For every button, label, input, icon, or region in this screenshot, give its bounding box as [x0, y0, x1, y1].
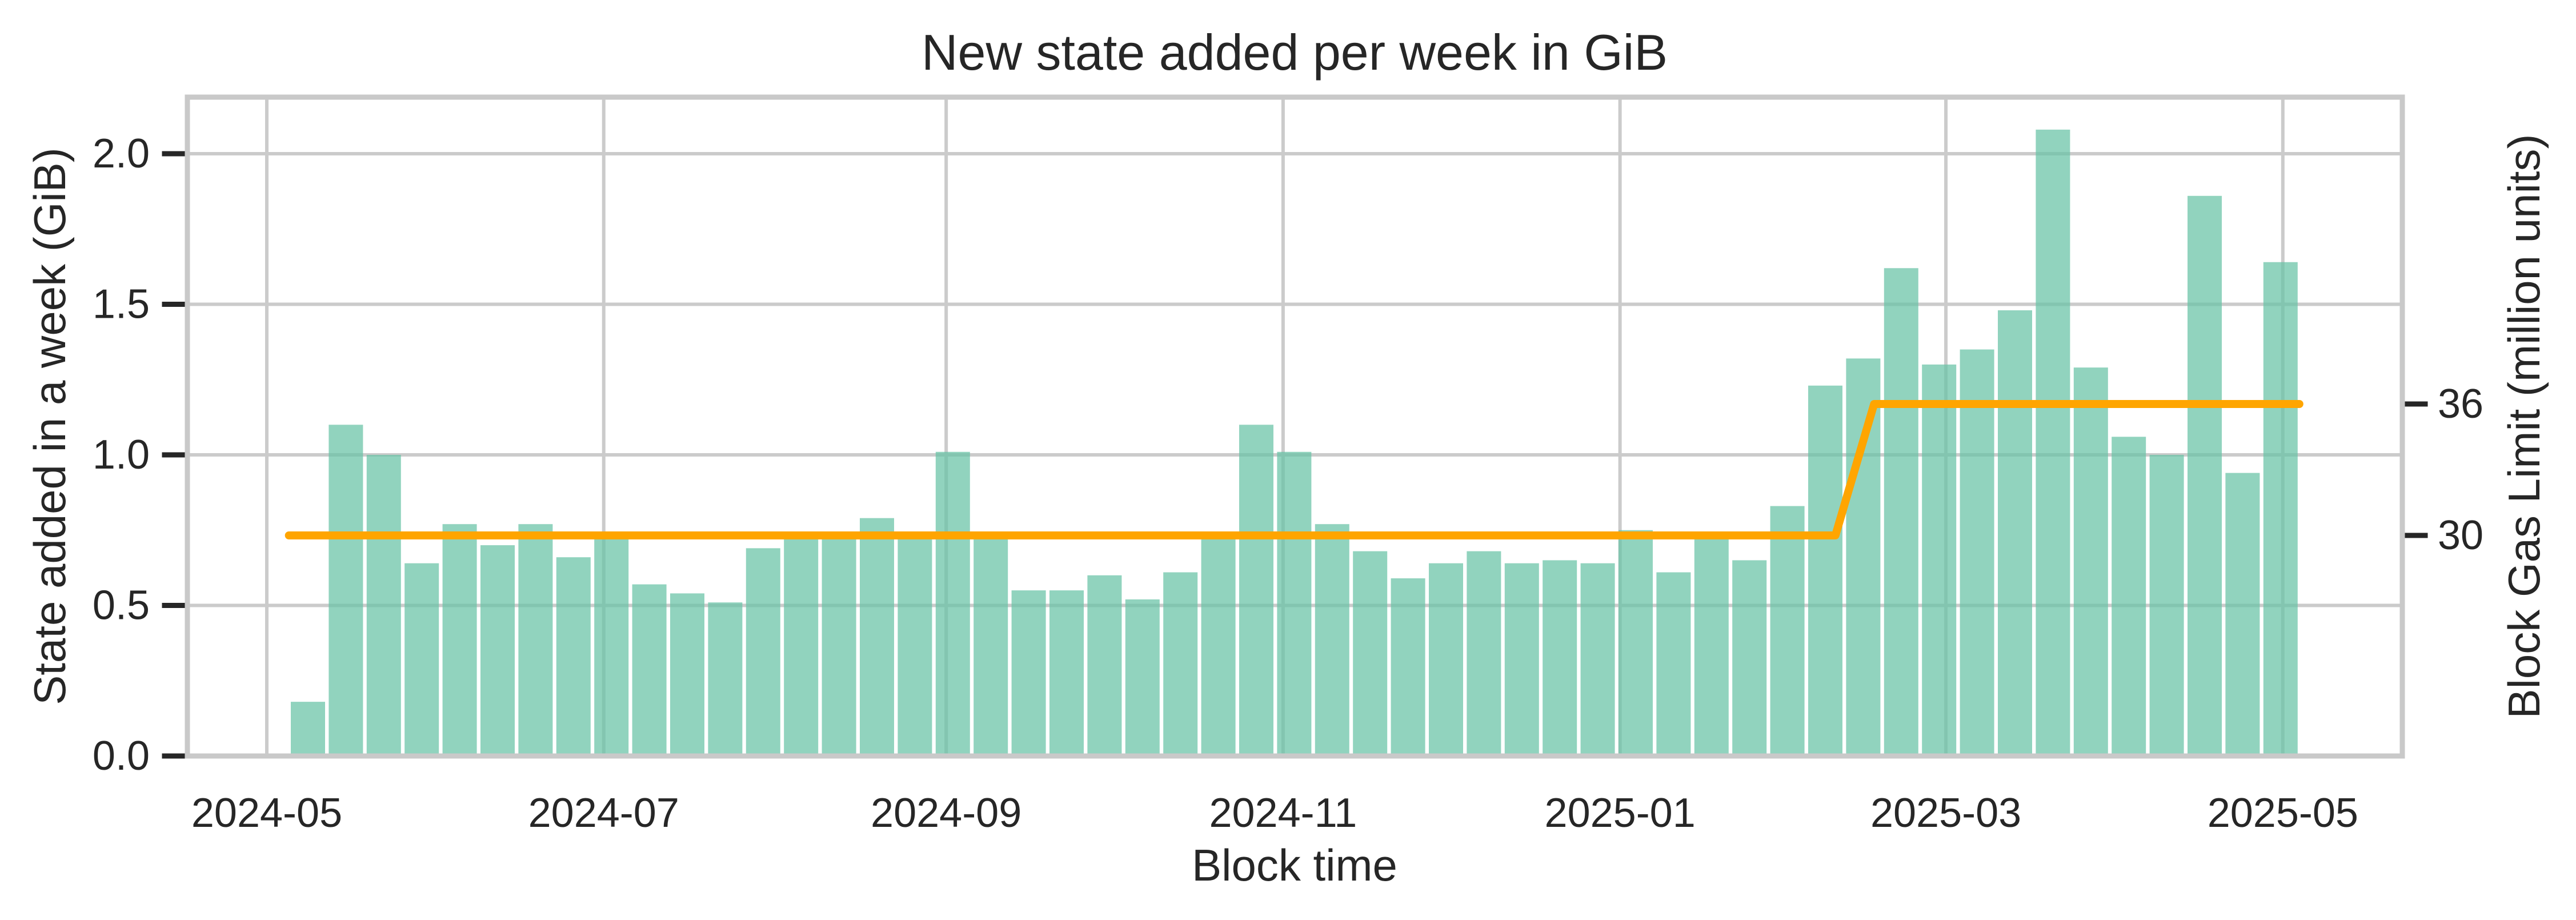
bar-week-2025-02-02 [1770, 506, 1805, 756]
x-tick-label-2025-03: 2025-03 [1870, 790, 2021, 836]
bar-week-2024-10-06 [1125, 599, 1160, 756]
bar-week-2025-04-27 [2225, 473, 2260, 756]
y-right-tick-label-36: 36 [2438, 381, 2483, 427]
bar-week-2025-03-09 [1960, 349, 1994, 756]
bar-week-2024-12-29 [1580, 563, 1615, 756]
bar-week-2024-12-15 [1504, 563, 1539, 756]
bar-week-2024-08-18 [860, 518, 894, 756]
y-right-tick-label-30: 30 [2438, 513, 2483, 558]
bar-week-2024-10-27 [1239, 425, 1273, 756]
bar-week-2025-03-23 [2036, 129, 2070, 757]
bar-week-2024-07-07 [632, 584, 667, 756]
x-tick-label-2024-11: 2024-11 [1209, 790, 1357, 836]
bar-week-2024-07-28 [746, 548, 780, 756]
bar-week-2024-05-26 [404, 563, 439, 756]
x-tick-label-2024-09: 2024-09 [871, 790, 1021, 836]
bar-week-2024-07-21 [708, 602, 743, 756]
y-left-tick-label-0.0: 0.0 [93, 733, 150, 779]
bar-week-2025-01-26 [1732, 560, 1767, 756]
bar-week-2024-05-19 [366, 455, 401, 756]
bar-week-2024-08-11 [822, 536, 856, 756]
bar-week-2025-05-04 [2263, 262, 2298, 757]
x-tick-label-2025-05: 2025-05 [2208, 790, 2358, 836]
x-axis-label: Block time [1192, 840, 1397, 890]
bar-week-2024-06-02 [442, 524, 477, 756]
y-left-tick-label-0.5: 0.5 [93, 583, 150, 629]
y-left-tick-label-2.0: 2.0 [93, 131, 150, 177]
bar-week-2024-07-14 [670, 593, 704, 756]
bar-week-2025-01-05 [1618, 530, 1653, 756]
y-axis-label-right: Block Gas Limit (million units) [2499, 134, 2549, 719]
bar-week-2024-09-29 [1087, 575, 1122, 756]
x-tick-label-2025-01: 2025-01 [1545, 790, 1696, 836]
bar-week-2025-02-23 [1884, 268, 1918, 756]
x-tick-label-2024-07: 2024-07 [528, 790, 679, 836]
bar-week-2024-12-22 [1543, 560, 1577, 756]
bar-week-2025-03-16 [1998, 310, 2032, 756]
bar-week-2025-04-06 [2112, 437, 2146, 756]
bar-week-2024-08-04 [784, 536, 819, 756]
bar-week-2024-09-22 [1049, 590, 1084, 756]
chart-title: New state added per week in GiB [921, 24, 1668, 81]
bar-week-2025-01-19 [1694, 539, 1729, 756]
x-tick-label-2024-05: 2024-05 [191, 790, 342, 836]
bar-week-2024-06-23 [556, 557, 591, 756]
bar-week-2025-03-02 [1922, 364, 1957, 756]
bar-week-2024-12-08 [1467, 551, 1501, 756]
y-left-tick-label-1.0: 1.0 [93, 432, 150, 478]
bar-week-2024-11-17 [1353, 551, 1388, 756]
gas-limit-line [285, 400, 2303, 539]
bar-week-2025-03-30 [2073, 367, 2108, 756]
bar-week-2024-09-01 [935, 451, 970, 756]
bar-week-2024-05-12 [328, 425, 363, 756]
bar-week-2024-11-10 [1315, 524, 1349, 756]
bar-week-2024-09-08 [973, 533, 1008, 756]
bar-week-2024-06-09 [480, 545, 515, 756]
bar-week-2024-05-05 [291, 702, 325, 756]
bar-week-2024-06-16 [518, 524, 553, 756]
bar-week-2025-04-13 [2149, 455, 2184, 756]
bar-week-2024-10-13 [1163, 572, 1198, 756]
bar-week-2025-02-09 [1808, 385, 1842, 756]
y-axis-label-left: State added in a week (GiB) [25, 147, 75, 705]
bar-week-2024-08-25 [898, 536, 932, 756]
bar-week-2024-12-01 [1429, 563, 1463, 756]
bar-week-2024-11-03 [1277, 451, 1312, 756]
bar-week-2025-01-12 [1656, 572, 1691, 756]
bar-week-2024-11-24 [1391, 578, 1425, 756]
bar-week-2025-02-16 [1846, 358, 1881, 756]
bar-week-2024-06-30 [594, 539, 629, 756]
bar-week-2024-09-15 [1011, 590, 1046, 756]
bar-week-2024-10-20 [1201, 536, 1236, 756]
bar-week-2025-04-20 [2188, 195, 2222, 756]
y-left-tick-label-1.5: 1.5 [93, 282, 150, 327]
